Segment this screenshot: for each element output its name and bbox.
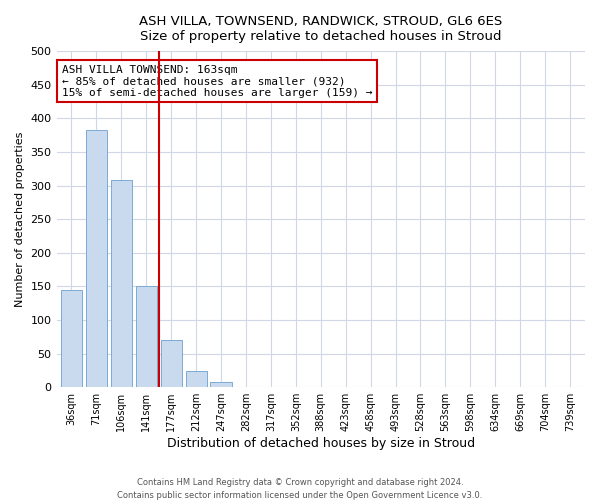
Text: ASH VILLA TOWNSEND: 163sqm
← 85% of detached houses are smaller (932)
15% of sem: ASH VILLA TOWNSEND: 163sqm ← 85% of deta…	[62, 64, 373, 98]
Text: Contains HM Land Registry data © Crown copyright and database right 2024.
Contai: Contains HM Land Registry data © Crown c…	[118, 478, 482, 500]
Y-axis label: Number of detached properties: Number of detached properties	[15, 132, 25, 307]
Bar	[111, 180, 132, 387]
Bar	[161, 340, 182, 387]
Bar	[185, 371, 207, 387]
Bar	[211, 382, 232, 387]
Bar	[86, 130, 107, 387]
Title: ASH VILLA, TOWNSEND, RANDWICK, STROUD, GL6 6ES
Size of property relative to deta: ASH VILLA, TOWNSEND, RANDWICK, STROUD, G…	[139, 15, 502, 43]
X-axis label: Distribution of detached houses by size in Stroud: Distribution of detached houses by size …	[167, 437, 475, 450]
Bar	[61, 290, 82, 387]
Bar	[136, 286, 157, 387]
